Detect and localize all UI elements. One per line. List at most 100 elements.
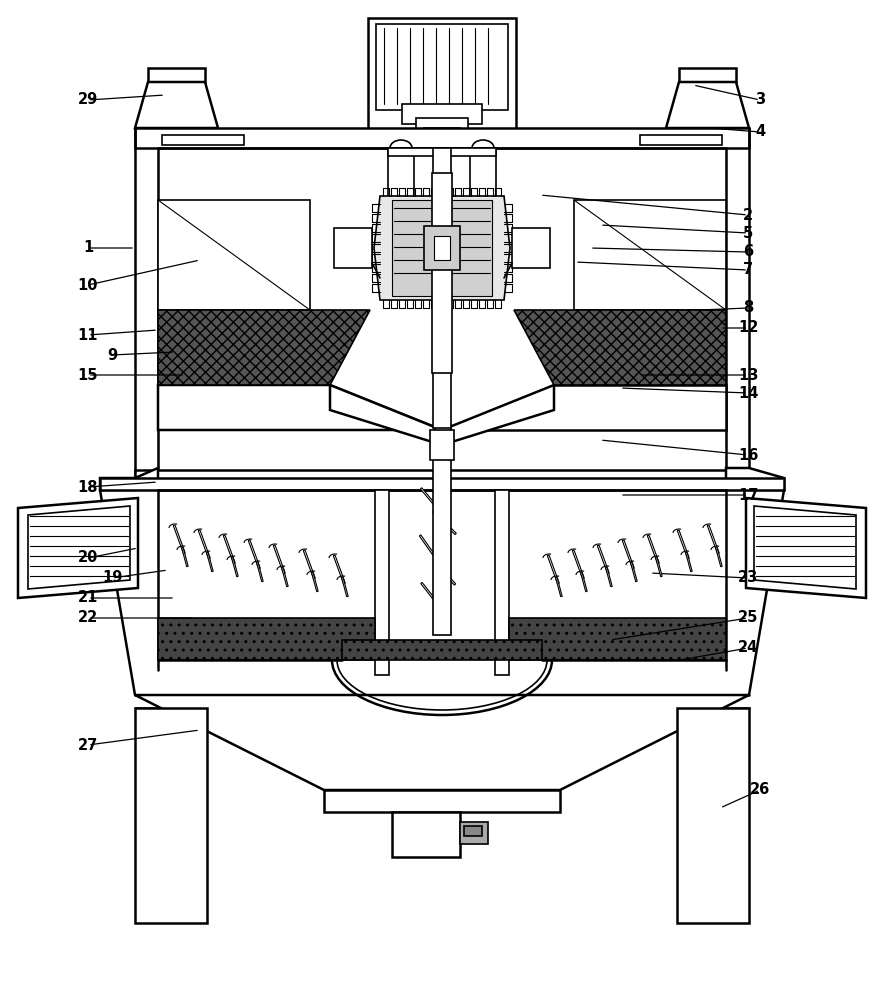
Text: 18: 18 xyxy=(78,480,98,494)
Polygon shape xyxy=(158,310,370,385)
Polygon shape xyxy=(100,478,784,490)
Bar xyxy=(324,790,560,812)
Text: 9: 9 xyxy=(107,348,117,362)
Polygon shape xyxy=(256,562,263,582)
Text: 22: 22 xyxy=(78,610,98,626)
Polygon shape xyxy=(100,468,158,490)
Polygon shape xyxy=(158,200,310,310)
Polygon shape xyxy=(135,695,749,790)
Text: 6: 6 xyxy=(743,244,753,259)
Text: 26: 26 xyxy=(750,782,770,798)
Text: 11: 11 xyxy=(78,328,98,342)
Polygon shape xyxy=(572,550,584,579)
Text: 15: 15 xyxy=(78,367,98,382)
Text: 1: 1 xyxy=(83,240,93,255)
Text: 3: 3 xyxy=(755,93,765,107)
Polygon shape xyxy=(341,577,348,597)
Text: 10: 10 xyxy=(78,277,98,292)
Polygon shape xyxy=(207,552,213,572)
Bar xyxy=(495,490,509,675)
Bar xyxy=(392,812,460,857)
Bar xyxy=(388,148,414,198)
Bar xyxy=(368,18,516,136)
Polygon shape xyxy=(421,582,442,609)
Bar xyxy=(460,822,488,844)
Text: 29: 29 xyxy=(78,93,98,107)
Text: 5: 5 xyxy=(743,226,753,240)
Polygon shape xyxy=(333,555,346,584)
Polygon shape xyxy=(432,511,456,535)
Text: 20: 20 xyxy=(78,550,98,566)
Text: 7: 7 xyxy=(743,262,753,277)
Text: 24: 24 xyxy=(738,641,758,656)
Bar xyxy=(376,24,508,110)
Text: 4: 4 xyxy=(755,124,765,139)
Text: 13: 13 xyxy=(738,367,758,382)
Bar xyxy=(470,148,496,198)
Polygon shape xyxy=(514,310,726,385)
Polygon shape xyxy=(574,200,726,310)
Bar xyxy=(424,226,460,270)
Bar xyxy=(435,425,451,455)
Polygon shape xyxy=(330,385,554,445)
Polygon shape xyxy=(598,545,609,574)
Text: 12: 12 xyxy=(738,320,758,336)
Bar xyxy=(430,430,454,460)
Polygon shape xyxy=(547,555,560,584)
Bar xyxy=(375,490,389,675)
Polygon shape xyxy=(555,577,562,597)
Polygon shape xyxy=(622,540,634,569)
Polygon shape xyxy=(232,557,238,577)
Polygon shape xyxy=(311,572,318,592)
Polygon shape xyxy=(248,540,260,569)
Polygon shape xyxy=(679,68,736,82)
Bar xyxy=(162,135,244,145)
Bar xyxy=(416,118,468,136)
Polygon shape xyxy=(442,385,726,430)
Bar xyxy=(424,128,460,136)
Polygon shape xyxy=(135,82,218,128)
Bar xyxy=(402,104,482,124)
Polygon shape xyxy=(28,506,130,589)
Polygon shape xyxy=(754,506,856,589)
Bar xyxy=(512,228,550,268)
Bar xyxy=(677,708,749,923)
Polygon shape xyxy=(181,547,188,567)
Polygon shape xyxy=(647,535,659,564)
Text: 17: 17 xyxy=(738,488,758,502)
Polygon shape xyxy=(726,468,784,490)
Polygon shape xyxy=(173,525,186,554)
Bar xyxy=(432,173,452,373)
Polygon shape xyxy=(707,525,720,554)
Polygon shape xyxy=(198,530,210,559)
Polygon shape xyxy=(281,567,288,587)
Polygon shape xyxy=(374,196,510,300)
Polygon shape xyxy=(433,560,456,585)
Bar xyxy=(135,128,749,148)
Polygon shape xyxy=(420,488,442,513)
Polygon shape xyxy=(224,535,235,564)
Bar xyxy=(334,228,372,268)
Text: 16: 16 xyxy=(738,448,758,462)
Bar xyxy=(433,450,451,635)
Polygon shape xyxy=(158,618,375,660)
Polygon shape xyxy=(509,618,726,660)
Bar xyxy=(640,135,722,145)
Text: 19: 19 xyxy=(102,570,122,585)
Polygon shape xyxy=(158,385,442,430)
Text: 27: 27 xyxy=(78,738,98,752)
Polygon shape xyxy=(606,567,613,587)
Polygon shape xyxy=(303,550,316,579)
Bar xyxy=(464,826,482,836)
Polygon shape xyxy=(135,470,749,480)
Polygon shape xyxy=(342,640,542,660)
Bar xyxy=(392,200,492,296)
Polygon shape xyxy=(148,68,205,82)
Text: 25: 25 xyxy=(738,610,758,626)
Polygon shape xyxy=(715,547,722,567)
Polygon shape xyxy=(18,498,138,598)
Polygon shape xyxy=(273,545,286,574)
Polygon shape xyxy=(419,535,439,562)
Bar xyxy=(388,148,496,156)
Bar xyxy=(434,236,450,260)
